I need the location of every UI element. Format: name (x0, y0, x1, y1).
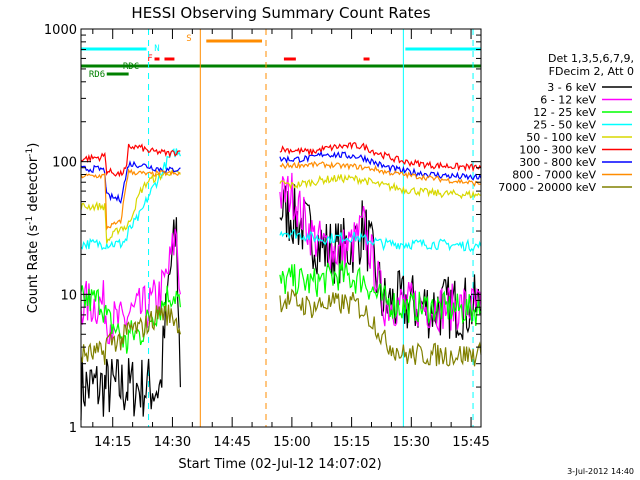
x-tick-label: 14:30 (154, 435, 191, 450)
x-tick-label: 15:45 (452, 435, 489, 450)
series-line-1 (80, 217, 181, 421)
data-series (80, 142, 482, 421)
y-axis-label-mid: detector (26, 156, 41, 216)
legend-entry-label: 3 - 6 keV (547, 81, 596, 94)
legend-entry-label: 25 - 50 keV (533, 119, 596, 132)
x-tick-label: 14:45 (213, 435, 250, 450)
series-line-7 (279, 150, 482, 181)
y-tick-label: 1000 (44, 23, 77, 38)
series-line-4 (80, 148, 181, 251)
plot-frame (80, 28, 482, 428)
series-line-5 (80, 168, 181, 244)
footer-date: 3-Jul-2012 14:40 (567, 467, 634, 476)
series-line-6 (279, 142, 482, 173)
legend: Det 1,3,5,6,7,9,FDecim 2, Att 0 3 - 6 keV… (498, 52, 634, 194)
x-tick-label: 15:30 (393, 435, 430, 450)
y-ticks: 1 10 100 1000 (44, 23, 481, 436)
y-tick-label: 100 (52, 156, 77, 171)
flag-label-n: N (154, 44, 159, 54)
x-tick-label: 15:15 (333, 435, 370, 450)
y-axis-label-end: ) (26, 143, 41, 148)
series-line-3 (279, 260, 482, 327)
y-tick-label: 1 (69, 421, 77, 436)
flag-label-s: S (186, 34, 191, 44)
series-line-3 (80, 285, 181, 354)
x-ticks: 14:15 14:30 14:45 15:00 15:15 15:30 15:45 (92, 29, 490, 450)
series-line-1 (279, 184, 482, 340)
legend-entry-label: 50 - 100 keV (526, 131, 596, 144)
y-axis-label-main: Count Rate (s (26, 225, 41, 314)
series-line-6 (80, 143, 181, 178)
series-line-2 (80, 228, 181, 345)
legend-header-line: FDecim 2, Att 0 (549, 65, 634, 78)
chart-title: HESSI Observing Summary Count Rates (131, 4, 430, 22)
legend-entry-label: 100 - 300 keV (519, 144, 596, 157)
legend-entry-label: 800 - 7000 keV (512, 169, 596, 182)
legend-entry-label: 12 - 25 keV (533, 106, 596, 119)
series-line-9 (80, 304, 181, 365)
flag-bars: NF S RDC RD6 (81, 34, 481, 80)
legend-entry-label: 300 - 800 keV (519, 156, 596, 169)
flag-label-f: F (147, 54, 152, 64)
y-tick-label: 10 (60, 288, 77, 303)
flag-label-rd6: RD6 (89, 70, 105, 80)
x-axis-label: Start Time (02-Jul-12 14:07:02) (178, 457, 381, 472)
x-tick-label: 14:15 (94, 435, 131, 450)
series-line-8 (80, 168, 181, 231)
series-line-2 (279, 172, 482, 334)
y-axis-label-sup: -1 (25, 216, 35, 225)
x-tick-label: 15:00 (273, 435, 310, 450)
series-line-9 (279, 288, 482, 367)
y-axis-label-sup2: -1 (25, 148, 35, 157)
series-line-5 (279, 173, 482, 200)
legend-entry-label: 6 - 12 keV (540, 94, 596, 107)
series-line-8 (279, 160, 482, 188)
legend-header-line: Det 1,3,5,6,7,9, (548, 52, 634, 65)
flag-label-rdc: RDC (123, 62, 139, 72)
series-line-4 (279, 229, 482, 253)
y-axis-label: Count Rate (s-1 detector-1) (25, 143, 41, 314)
legend-entry-label: 7000 - 20000 keV (498, 181, 596, 194)
